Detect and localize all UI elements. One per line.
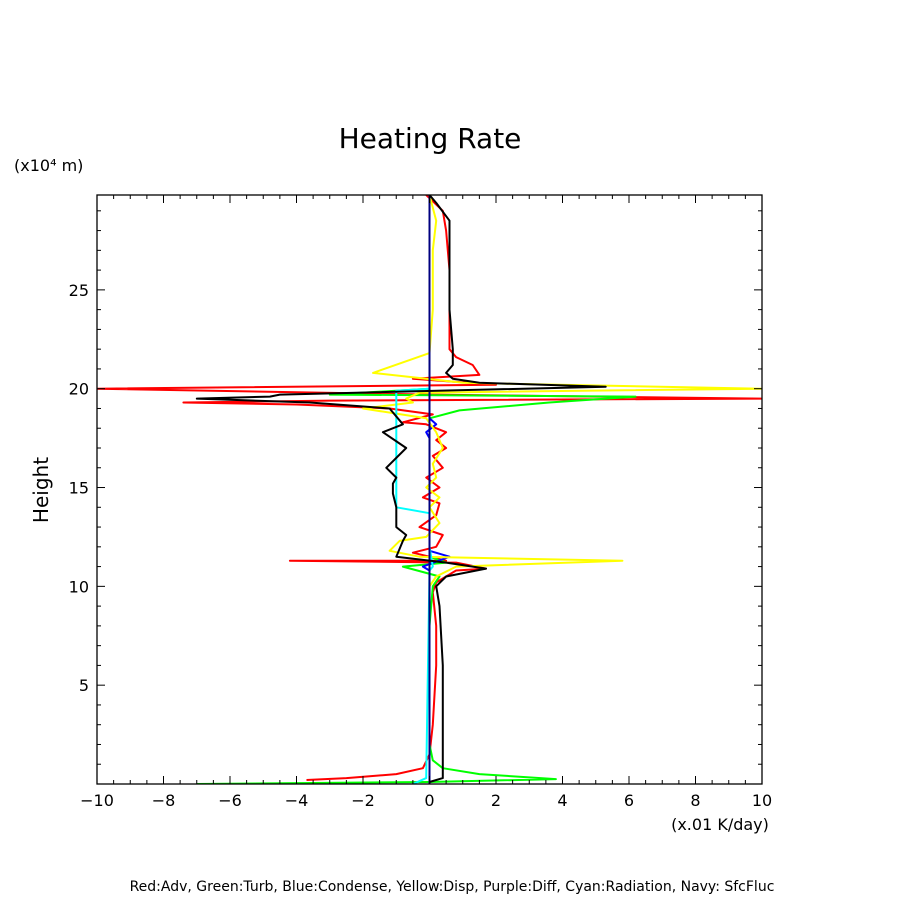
legend-footer: Red:Adv, Green:Turb, Blue:Condense, Yell…: [130, 879, 775, 895]
x-tick-label: −4: [285, 791, 309, 810]
x-unit-label: (x.01 K/day): [671, 815, 769, 834]
chart-title: Heating Rate: [339, 122, 522, 155]
y-axis-label: Height: [29, 457, 53, 523]
x-tick-label: −10: [80, 791, 114, 810]
x-tick-label: 2: [491, 791, 501, 810]
y-unit-label: (x10⁴ m): [14, 156, 83, 175]
series-line-8: [195, 195, 607, 783]
y-tick-label: 25: [69, 281, 89, 300]
y-tick-label: 20: [69, 380, 89, 399]
y-tick-label: 15: [69, 479, 89, 498]
x-tick-label: 6: [624, 791, 634, 810]
x-tick-label: −2: [351, 791, 375, 810]
series-line-disp: [362, 195, 762, 780]
x-tick-label: −8: [152, 791, 176, 810]
plot-area: −10 −8 −6 −4 −2 0 2 4 6 8 10 5 10 15 20 25: [69, 194, 772, 810]
series-line-turb: [196, 195, 637, 784]
x-tick-label: 0: [424, 791, 434, 810]
x-tick-label: −6: [218, 791, 242, 810]
x-tick-label: 4: [557, 791, 567, 810]
x-tick-label: 10: [752, 791, 772, 810]
y-tick-label: 5: [79, 676, 89, 695]
y-tick-label: 10: [69, 577, 89, 596]
x-tick-label: 8: [690, 791, 700, 810]
